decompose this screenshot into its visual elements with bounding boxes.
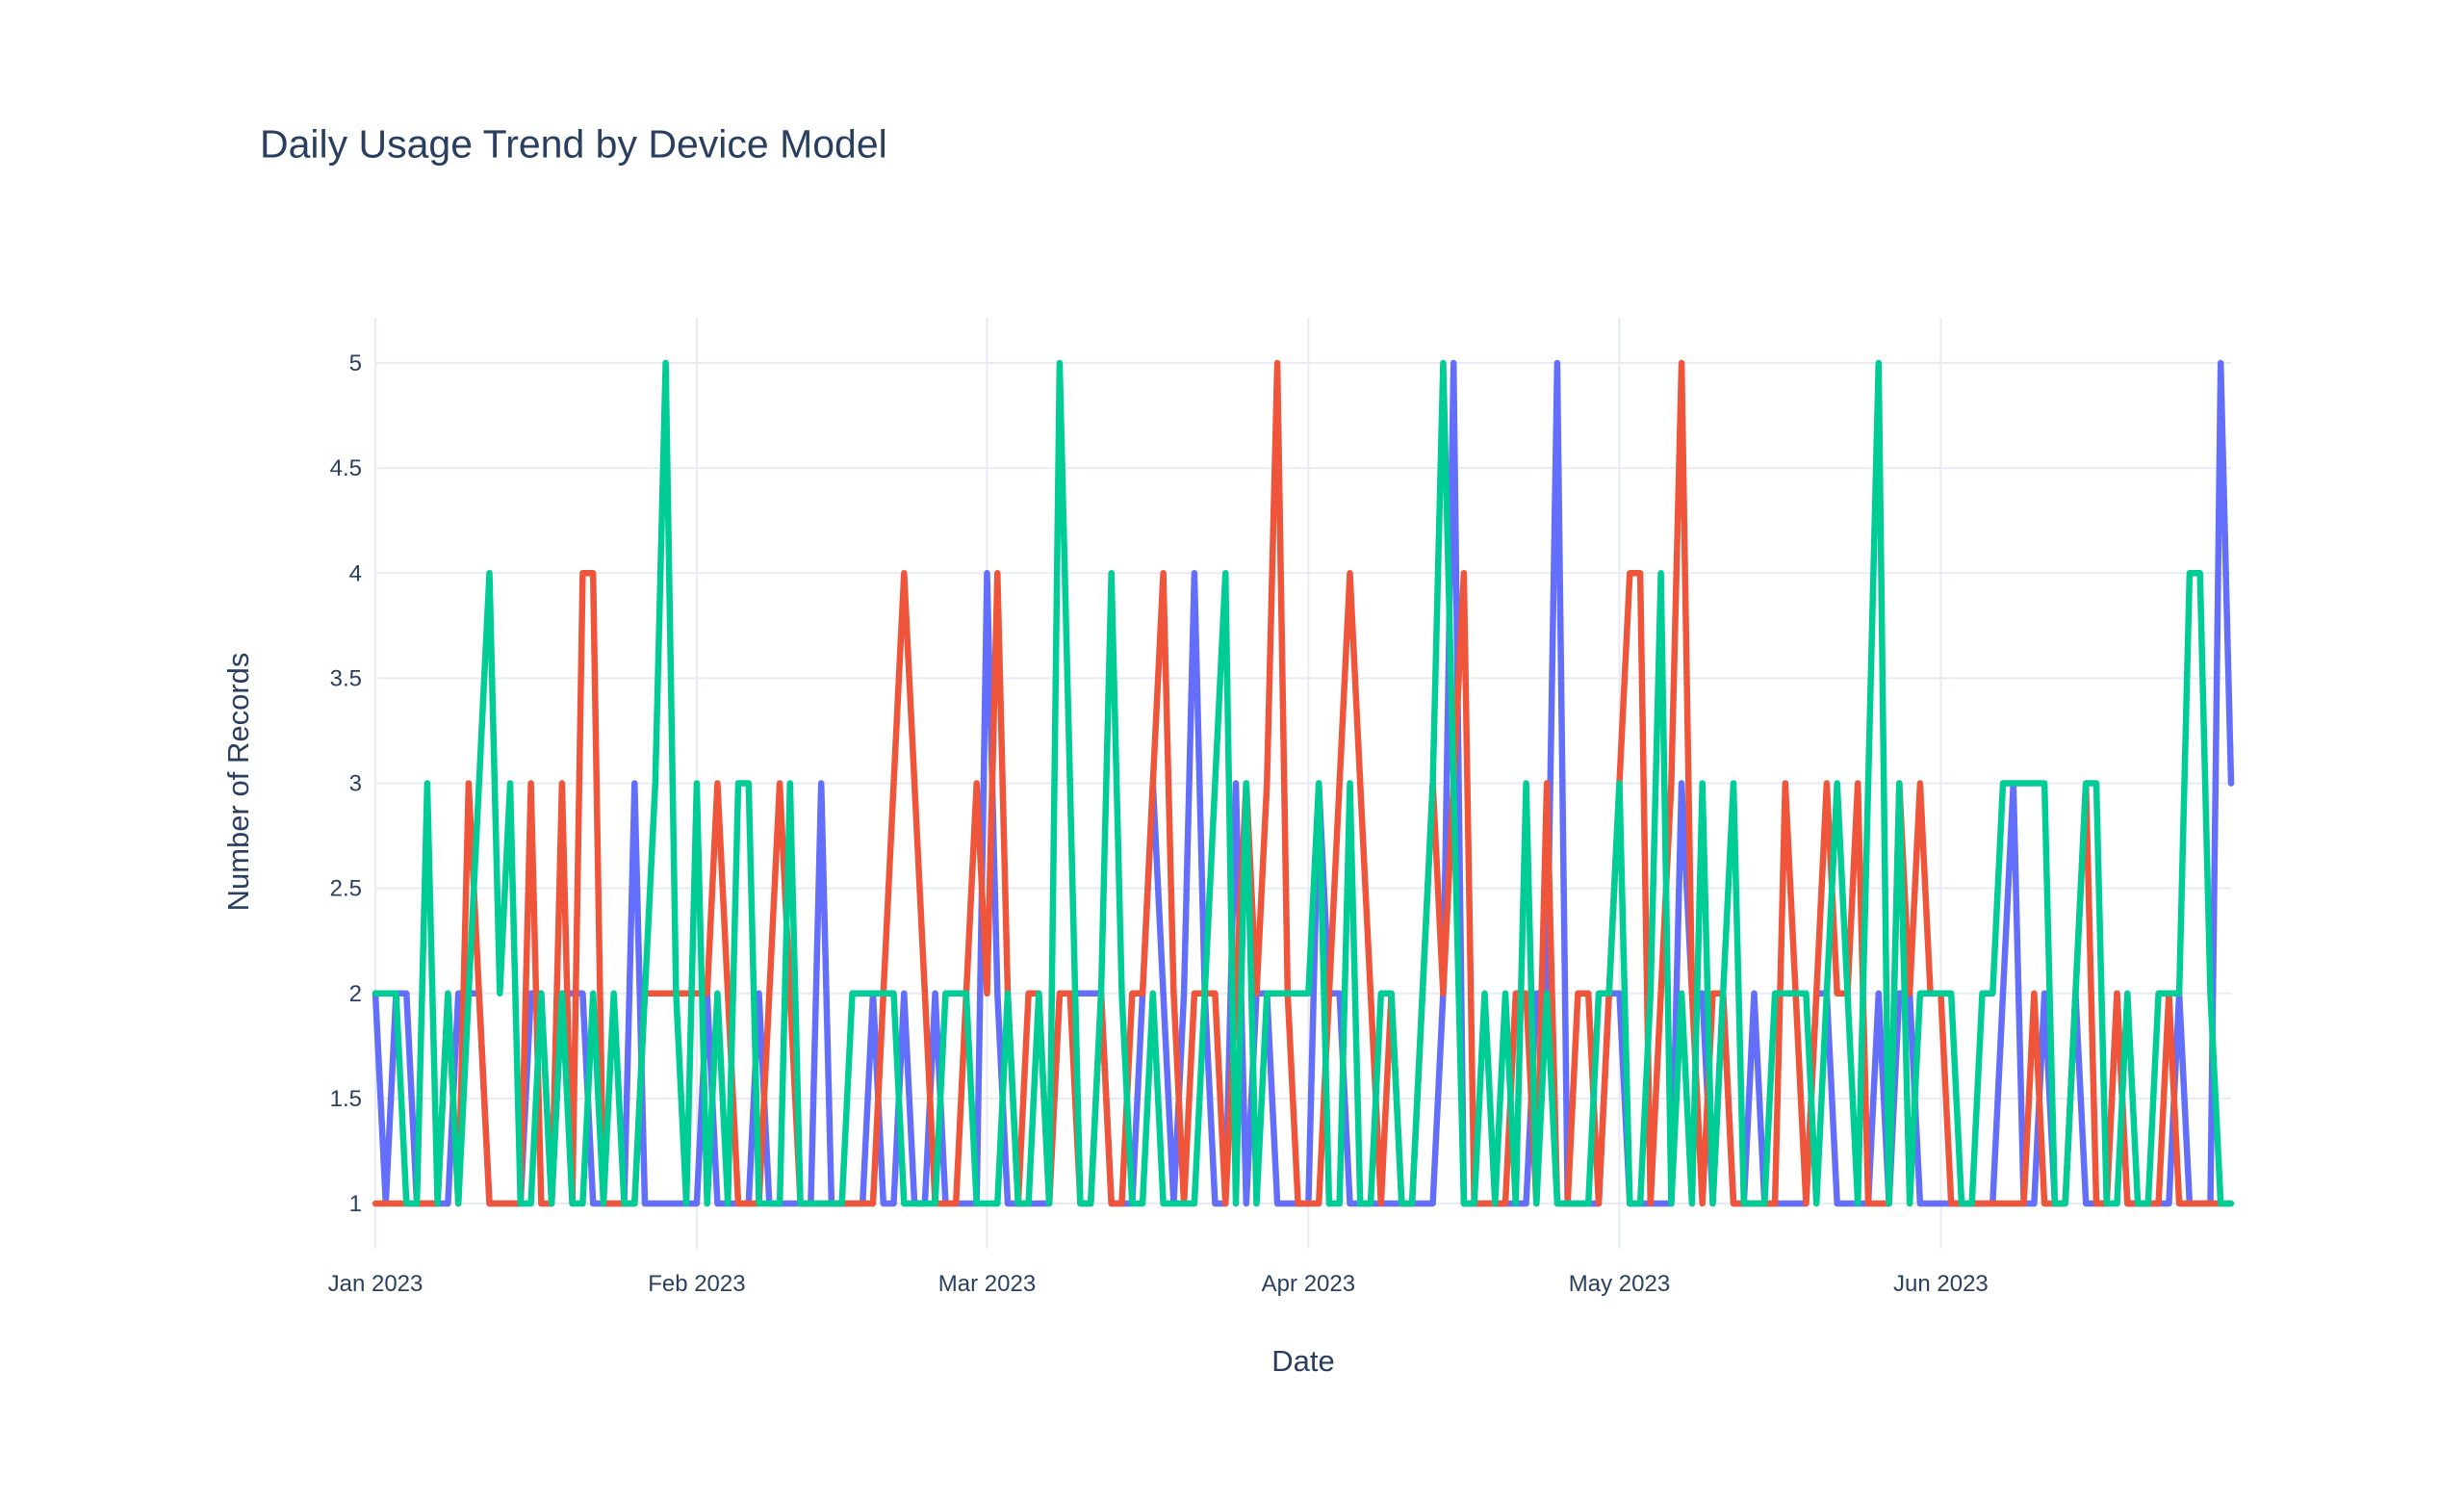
y-tick-label: 1.5 — [330, 1086, 362, 1112]
y-tick-label: 2.5 — [330, 876, 362, 902]
y-tick-label: 1 — [349, 1191, 362, 1217]
y-tick-label: 2 — [349, 981, 362, 1007]
series-2-red-line — [372, 359, 2235, 1207]
x-tick-label: Jan 2023 — [328, 1271, 424, 1297]
chart-title: Daily Usage Trend by Device Model — [260, 121, 887, 167]
series-3-green-line — [372, 359, 2235, 1207]
x-axis-title: Date — [1271, 1344, 1335, 1378]
x-tick-label: Jun 2023 — [1893, 1271, 1989, 1297]
x-tick-label: May 2023 — [1569, 1271, 1670, 1297]
y-tick-label: 3 — [349, 771, 362, 797]
y-tick-label: 3.5 — [330, 665, 362, 691]
y-tick-label: 4 — [349, 560, 362, 586]
x-tick-label: Apr 2023 — [1262, 1271, 1355, 1297]
series-lines — [372, 359, 2235, 1207]
y-tick-label: 4.5 — [330, 455, 362, 481]
y-tick-label: 5 — [349, 350, 362, 376]
x-tick-label: Feb 2023 — [648, 1271, 745, 1297]
axis-tick-labels: 1 1.5 2 2.5 3 3.5 4 4.5 5 Jan 2023 Feb 2023 Mar 202… — [328, 350, 1989, 1297]
x-tick-label: Mar 2023 — [938, 1271, 1036, 1297]
